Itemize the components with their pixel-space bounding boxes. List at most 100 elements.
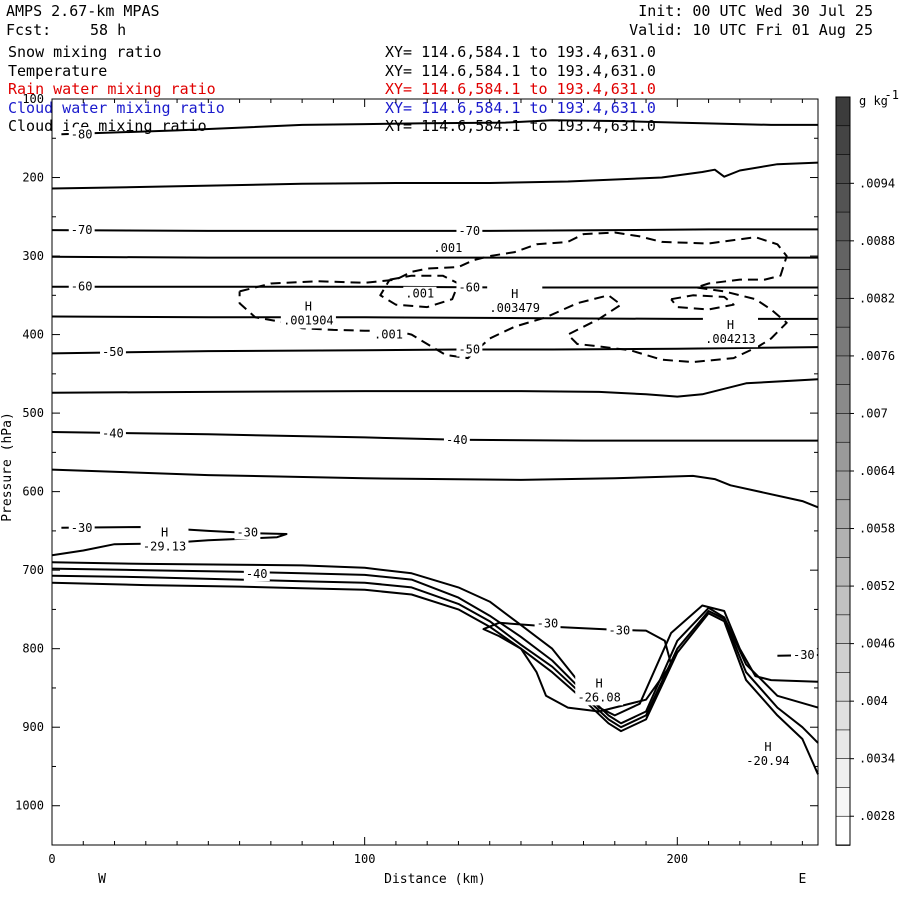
temperature-contour [51, 526, 288, 557]
legend-field-xy: XY= 114.6,584.1 to 193.4,631.0 [385, 43, 656, 61]
y-axis-title: Pressure (hPa) [0, 412, 15, 522]
y-tick-label: 600 [22, 485, 44, 499]
contour-label: -50 [102, 345, 124, 359]
temperature-contour [51, 431, 818, 442]
contour-label-bg [443, 432, 470, 447]
header-valid: Valid: 10 UTC Fri 01 Aug 25 [629, 21, 873, 39]
direction-west: W [98, 872, 106, 887]
colorbar-tick-label: .0082 [859, 291, 895, 305]
high-marker-bg [744, 736, 792, 769]
colorbar-segment [835, 326, 851, 357]
high-marker-bg [280, 296, 336, 329]
contour-label-bg [790, 647, 817, 662]
colorbar-segment [835, 183, 851, 213]
y-tick-label: 300 [22, 249, 44, 263]
contour-label: -70 [71, 223, 93, 237]
colorbar-segment [835, 96, 851, 127]
high-marker-symbol: H [764, 740, 771, 754]
x-tick-label: 0 [48, 852, 55, 866]
y-tick-label: 400 [22, 328, 44, 342]
plot-frame [51, 98, 819, 846]
legend-field-name: Temperature [8, 61, 108, 80]
high-marker-bg [487, 283, 543, 316]
contour-label: .001 [374, 328, 403, 342]
high-marker-bg [140, 522, 189, 555]
colorbar-tick-label: .0058 [859, 522, 895, 536]
colorbar-tick-label: .0094 [859, 176, 895, 190]
colorbar-segment [835, 240, 851, 271]
legend-row: Rain water mixing ratio XY= 114.6,584.1 t… [8, 80, 656, 98]
colorbar-tick-label: .0088 [859, 234, 895, 248]
header-forecast-value: 58 h [90, 21, 127, 39]
contour-label-bg [234, 525, 261, 540]
contour-label-bg [243, 567, 270, 582]
contour-label-bg [456, 280, 483, 295]
header-forecast-label: Fcst: [6, 21, 52, 39]
y-tick-label: 200 [22, 171, 44, 185]
contour-label: .001 [405, 287, 434, 301]
high-marker-value: .004213 [705, 332, 756, 346]
colorbar-segment [835, 643, 851, 674]
contour-label-bg [534, 616, 561, 631]
colorbar-segment [835, 815, 851, 846]
contour-label-bg [68, 520, 95, 535]
legend-row: Temperature XY= 114.6,584.1 to 193.4,631.… [8, 61, 656, 80]
colorbar-segment [835, 528, 851, 559]
high-marker-bg [702, 315, 759, 348]
contour-label: -60 [458, 280, 480, 294]
colorbar-segment [835, 355, 851, 386]
colorbar-tick-label: .007 [859, 406, 888, 420]
contour-label-bg [456, 342, 483, 357]
snow-mixing-contour [238, 231, 788, 364]
contour-label: -80 [71, 127, 93, 141]
header-init: Init: 00 UTC Wed 30 Jul 25 [638, 2, 873, 20]
high-marker-symbol: H [727, 318, 734, 332]
y-tick-label: 500 [22, 406, 44, 420]
legend-field-xy: XY= 114.6,584.1 to 193.4,631.0 [385, 61, 656, 80]
contour-label: -70 [458, 224, 480, 238]
contour-label: -40 [246, 567, 268, 581]
colorbar-segment [835, 384, 851, 415]
colorbar-tick-label: .0076 [859, 349, 895, 363]
high-marker-value: -26.08 [577, 690, 620, 704]
legend-field-name: Rain water mixing ratio [8, 80, 216, 98]
colorbar-segment [835, 672, 851, 702]
colorbar-segment [835, 614, 851, 645]
colorbar-tick-label: .0034 [859, 752, 895, 766]
colorbar-segment [835, 211, 851, 242]
y-tick-label: 1000 [15, 799, 44, 813]
y-tick-label: 900 [22, 720, 44, 734]
y-tick-label: 800 [22, 642, 44, 656]
contour-label: -30 [609, 624, 631, 638]
contour-label-bg [403, 286, 437, 301]
colorbar-segment [835, 125, 851, 156]
high-marker-symbol: H [511, 287, 518, 301]
high-marker-bg [575, 673, 624, 706]
temperature-contour [51, 255, 818, 259]
high-marker-symbol: H [305, 299, 312, 313]
temperature-contour [51, 161, 819, 190]
legend-field-xy: XY= 114.6,584.1 to 193.4,631.0 [385, 98, 656, 117]
y-tick-label: 100 [22, 92, 44, 106]
temperature-contour [51, 378, 819, 398]
contour-label: -30 [537, 617, 559, 631]
temperature-contour [51, 574, 819, 744]
temperature-contour [61, 119, 818, 136]
colorbar-segment [835, 298, 851, 328]
colorbar-segment [835, 154, 851, 185]
colorbar-unit-superscript: -1 [885, 88, 899, 102]
contour-label-bg [68, 223, 95, 238]
x-tick-label: 200 [666, 852, 688, 866]
colorbar-tick-label: .004 [859, 694, 888, 708]
temperature-contour [51, 228, 818, 232]
legend-row: Cloud water mixing ratio XY= 114.6,584.1 … [8, 99, 656, 117]
contour-label-bg [68, 127, 95, 142]
contour-label: .001 [433, 241, 462, 255]
temperature-contour [51, 315, 818, 320]
contour-label-bg [606, 623, 633, 638]
contour-label: -40 [102, 427, 124, 441]
colorbar-tick-label: .0052 [859, 579, 895, 593]
colorbar-segment [835, 758, 851, 789]
colorbar-segment [835, 269, 851, 300]
